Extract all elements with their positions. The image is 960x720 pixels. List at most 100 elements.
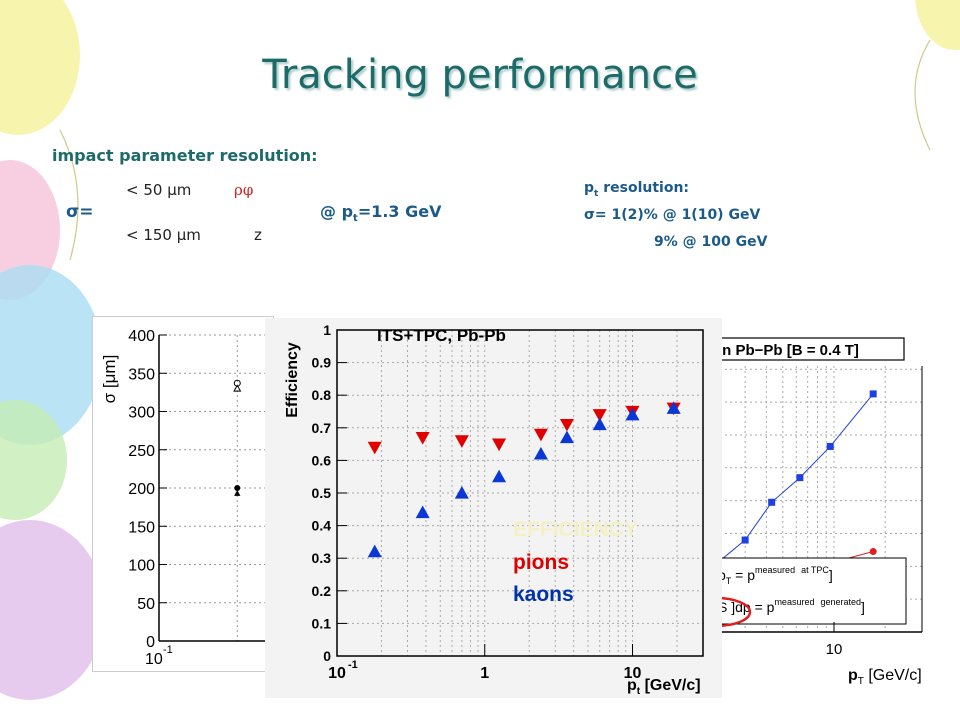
center-ytick-label: 0.8 [312,387,332,403]
z-value: < 150 μm [126,226,201,244]
at-pt-suffix: =1.3 GeV [357,202,442,221]
rf1-sup2: at TPC [801,565,829,575]
balloon-green-left [0,400,67,520]
right-xlabel: pT [GeV/c] [848,667,922,687]
balloon-string-top [59,129,79,261]
left-ylabel: σ [μm] [100,355,119,404]
center-marker-pions [454,435,469,448]
pt-res-p: p [584,180,595,196]
right-title: in Pb−Pb [B = 0.4 T] [718,342,859,359]
left-ytick-label: 400 [128,328,155,345]
slide-title: Tracking performance [262,52,698,98]
center-marker-kaons [367,544,382,558]
left-ytick-label: 200 [128,481,155,498]
efficiency-chart: 00.10.20.30.40.50.60.70.80.91 10 -1 1 10 IT… [284,322,704,697]
left-xtick-base: 10 [145,651,163,668]
legend-kaons: kaons [513,583,574,606]
right-legend-box [707,557,907,625]
center-marker-pions [533,428,548,442]
right-marker-square [826,442,834,450]
center-marker-kaons [559,430,574,444]
left-marker-open-triangle [233,384,242,392]
center-marker-kaons [666,401,681,414]
center-ytick-label: 0.2 [312,583,332,599]
center-ytick-label: 1 [323,322,331,338]
left-grid [159,334,273,642]
balloon-blue-left [0,265,102,445]
right-marker-square [741,536,749,544]
left-xtick-exp: -1 [163,644,173,656]
rphi-value: < 50 μm [126,181,192,199]
rf2-sup2: generated [820,597,861,607]
left-ytick-label: 50 [137,596,155,613]
center-xlabel-sub: t [637,686,641,697]
center-marker-pions [559,418,574,432]
center-xlabel-unit: [GeV/c] [640,677,700,694]
center-marker-kaons [592,417,607,431]
center-ylabel: Efficiency [284,342,301,418]
right-marker-square [796,474,804,482]
rphi-symbol: ρφ [234,181,254,199]
rf1-mid: = p [731,567,755,583]
balloon-yellow-right [915,0,960,50]
right-series-line-0 [714,393,874,566]
right-xlabel-sub: T [858,676,864,687]
right-xlabel-unit: [GeV/c] [864,667,922,684]
center-xlabel: pt [GeV/c] [627,677,701,697]
center-ytick-label: 0.4 [312,518,332,534]
rf1-sup1: measured [755,565,795,575]
at-pt-sub: t [353,213,358,225]
left-y-ticks: 0 50 100 150 200 250 300 350 400 [128,328,167,651]
center-ytick-label: 0.5 [312,485,332,501]
impact-resolution-chart: 0 50 100 150 200 250 300 350 400 σ [μm] 10 -1 [100,328,273,668]
center-marker-pions [492,438,507,452]
rf2-tail: ] [861,599,865,615]
center-marker-kaons [492,469,507,483]
right-marker-square [869,390,877,398]
rf1-tail: ] [829,567,833,583]
rf1-lhs: p [718,567,726,583]
impact-resolution-chart-panel: 0 50 100 150 200 250 300 350 400 σ [μm] 10 -1 [92,316,274,672]
center-xlabel-p: p [627,677,637,694]
center-points [367,401,681,558]
center-xtick-label: 1 [480,665,489,682]
center-ytick-label: 0.3 [312,550,332,566]
pt-resolution-line1: σ= 1(2)% @ 1(10) GeV [584,207,761,223]
legend-pions: pions [513,551,569,574]
center-marker-kaons [454,486,469,499]
pt-res-sub: t [594,188,599,199]
left-ytick-label: 350 [128,366,155,383]
z-symbol: z [254,226,262,244]
left-ytick-label: 0 [146,634,155,651]
center-marker-kaons [533,446,548,460]
left-points [233,379,242,496]
center-y-ticks: 0 0.1 0.2 0.3 0.4 0.5 0.6 0.7 0.8 0.9 1 [312,322,347,664]
center-xtick-label: 10 [624,665,642,682]
pt-res-rest: resolution: [598,180,690,196]
center-ytick-label: 0 [323,648,331,664]
left-marker-filled-triangle [234,490,241,496]
center-ytick-label: 0.9 [312,355,332,371]
center-marker-pions [367,441,382,455]
right-xlabel-p: p [848,667,858,684]
left-ytick-label: 300 [128,405,155,422]
left-ytick-label: 100 [128,558,155,575]
balloon-purple-bottom [0,520,105,700]
balloon-yellow-top [0,0,80,135]
pt-resolution-line2: 9% @ 100 GeV [654,234,768,250]
legend-efficiency: EFFICIENCY [513,518,638,541]
balloon-pink-mid [0,160,60,300]
left-ytick-label: 250 [128,443,155,460]
balloon-string-right [914,39,931,151]
center-ytick-label: 0.7 [312,420,332,436]
center-marker-pions [415,431,430,445]
impact-heading: impact parameter resolution: [52,146,318,165]
center-marker-pions [592,409,607,422]
left-ytick-label: 150 [128,519,155,536]
at-pt-prefix: @ p [320,202,354,221]
right-marker-circle [869,548,877,556]
right-xtick-10: 10 [826,641,843,658]
center-ytick-label: 0.6 [312,452,332,468]
right-marker-square [768,498,776,506]
